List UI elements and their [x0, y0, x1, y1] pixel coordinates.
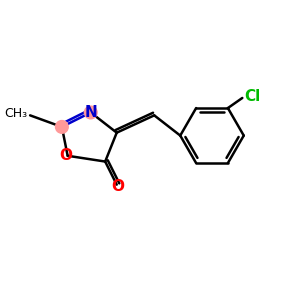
Text: O: O [60, 148, 73, 163]
Text: CH₃: CH₃ [4, 107, 27, 120]
Text: Cl: Cl [244, 89, 260, 104]
Text: O: O [112, 178, 125, 194]
Circle shape [84, 106, 97, 119]
Circle shape [56, 121, 68, 133]
Text: N: N [84, 105, 97, 120]
